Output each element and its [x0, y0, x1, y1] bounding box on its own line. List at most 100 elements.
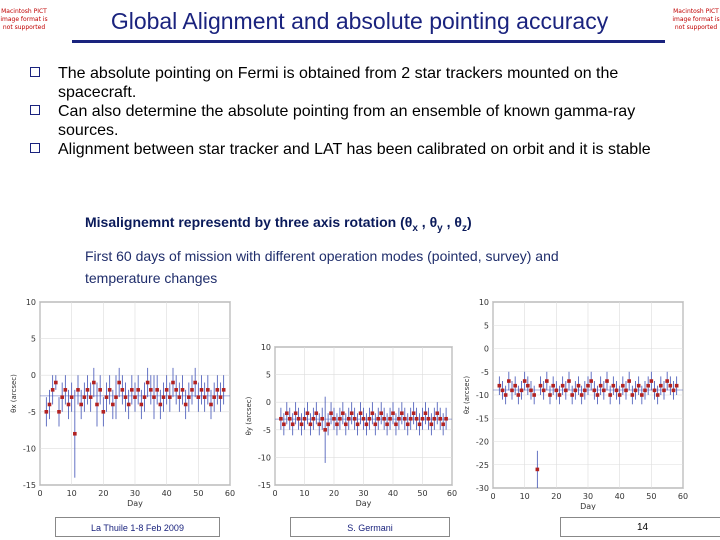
y-tick-label: -15: [258, 481, 271, 490]
data-point: [338, 416, 342, 421]
data-point: [361, 416, 366, 421]
data-point: [503, 393, 508, 397]
footer-conference: La Thuile 1-8 Feb 2009: [55, 517, 220, 537]
data-point: [73, 431, 77, 436]
data-point: [636, 383, 641, 388]
data-point: [85, 388, 90, 392]
x-tick-label: 10: [67, 489, 77, 498]
data-point: [668, 383, 673, 388]
y-tick-label: -5: [481, 368, 489, 377]
data-point: [627, 379, 631, 383]
checkbox-bullet-icon: [30, 105, 40, 115]
data-point: [142, 395, 147, 399]
data-point: [54, 380, 58, 385]
data-point: [397, 416, 401, 421]
data-point: [640, 393, 644, 397]
data-point: [671, 388, 676, 393]
data-point: [199, 388, 204, 392]
data-point: [335, 422, 339, 427]
data-point: [174, 388, 178, 392]
data-point: [215, 388, 220, 392]
data-point: [187, 395, 191, 399]
data-point: [570, 393, 574, 397]
bullet-item: Can also determine the absolute pointing…: [30, 102, 695, 140]
data-point: [287, 416, 292, 421]
data-point: [500, 388, 505, 393]
data-point: [285, 411, 289, 416]
data-point: [649, 379, 654, 383]
bullet-text: Can also determine the absolute pointing…: [58, 103, 636, 139]
data-point: [674, 383, 679, 388]
data-point: [579, 393, 584, 397]
data-point: [63, 388, 68, 392]
data-point: [88, 395, 93, 399]
data-point: [414, 416, 419, 421]
data-point: [282, 422, 286, 427]
data-point: [293, 411, 298, 416]
data-point: [564, 388, 568, 393]
data-point: [193, 380, 197, 385]
data-point: [349, 411, 354, 416]
data-point: [44, 410, 49, 414]
footer-author: S. Germani: [290, 517, 450, 537]
data-point: [305, 411, 310, 416]
x-tick-label: 0: [490, 492, 495, 501]
data-point: [630, 393, 635, 397]
y-tick-label: 0: [266, 398, 271, 407]
plot-caption: First 60 days of mission with different …: [85, 248, 559, 286]
data-point: [602, 388, 606, 393]
data-point: [60, 395, 64, 399]
data-point: [183, 402, 188, 407]
data-point: [101, 410, 106, 414]
data-point: [50, 388, 55, 392]
data-point: [329, 411, 333, 416]
data-point: [98, 388, 102, 392]
data-point: [548, 393, 552, 397]
data-point: [444, 416, 448, 421]
data-point: [411, 411, 416, 416]
data-point: [376, 416, 381, 421]
data-point: [279, 416, 283, 421]
data-point: [576, 383, 581, 388]
x-tick-label: 20: [98, 489, 108, 498]
y-tick-label: -15: [23, 481, 36, 490]
data-point: [403, 416, 407, 421]
data-point: [382, 416, 386, 421]
y-tick-label: -10: [258, 453, 271, 462]
data-point: [538, 383, 543, 388]
misalignment-subhead: Misalignemnt representd by three axis ro…: [85, 214, 472, 234]
data-point: [341, 411, 345, 416]
data-point: [139, 402, 144, 407]
x-axis-label: Day: [580, 502, 596, 510]
y-tick-label: -15: [476, 414, 489, 423]
data-point: [516, 393, 521, 397]
data-point: [614, 388, 619, 393]
data-point: [408, 416, 413, 421]
data-point: [432, 416, 437, 421]
data-point: [120, 388, 125, 392]
data-point: [617, 393, 622, 397]
x-tick-label: 50: [193, 489, 203, 498]
data-point: [545, 379, 549, 383]
data-point: [180, 388, 185, 392]
data-point: [346, 416, 351, 421]
data-point: [532, 393, 536, 397]
data-point: [554, 388, 559, 393]
data-point: [69, 395, 74, 399]
data-point: [370, 411, 375, 416]
data-point: [605, 379, 609, 383]
data-point: [311, 416, 316, 421]
bullet-text: Alignment between star tracker and LAT h…: [58, 141, 651, 158]
data-point: [426, 416, 431, 421]
data-point: [646, 383, 650, 388]
x-tick-label: 50: [417, 489, 427, 498]
y-tick-label: 10: [479, 298, 489, 307]
y-tick-label: -20: [476, 438, 489, 447]
data-point: [435, 411, 440, 416]
bullet-item: The absolute pointing on Fermi is obtain…: [30, 64, 695, 102]
data-point: [573, 388, 578, 393]
data-point: [332, 416, 336, 421]
data-point: [608, 393, 612, 397]
y-axis-label: θz (arcsec): [463, 376, 471, 415]
